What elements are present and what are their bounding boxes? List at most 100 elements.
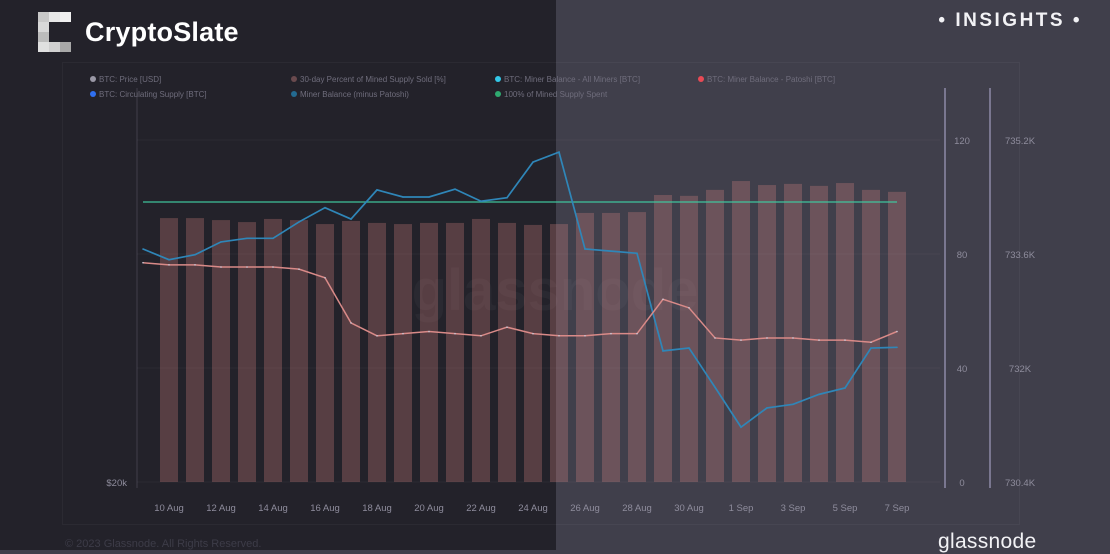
bar-percent-sold <box>732 181 750 483</box>
legend-dot-icon <box>90 91 96 97</box>
point-miner-balance <box>246 237 248 240</box>
bar-percent-sold <box>680 195 698 483</box>
line-miner-balance <box>142 150 898 429</box>
point-miner-balance <box>558 151 560 153</box>
balance-tick-label: 732K <box>1009 364 1032 375</box>
x-tick-label: 3 Sep <box>781 503 806 514</box>
point-price <box>532 332 534 335</box>
bar-percent-sold <box>420 222 438 482</box>
bar-percent-sold <box>758 185 776 482</box>
point-price <box>506 326 508 329</box>
percent-tick-label: 80 <box>957 250 968 261</box>
bar-percent-sold <box>706 189 724 482</box>
bar-percent-sold <box>472 218 490 482</box>
x-tick-label: 12 Aug <box>206 503 236 514</box>
point-price <box>220 266 222 268</box>
point-miner-balance <box>636 252 638 255</box>
point-price <box>350 322 352 324</box>
point-miner-balance <box>792 403 794 406</box>
brand-name: CryptoSlate <box>85 16 239 47</box>
point-miner-balance <box>740 426 742 428</box>
x-tick-label: 24 Aug <box>518 503 548 514</box>
point-miner-balance <box>688 347 690 349</box>
legend-dot-icon <box>90 76 96 82</box>
point-miner-balance <box>662 350 664 352</box>
bar-percent-sold <box>654 195 672 482</box>
bar-percent-sold <box>394 224 412 482</box>
point-price <box>428 330 430 333</box>
point-price <box>896 330 898 333</box>
point-miner-balance <box>272 237 274 240</box>
glassnode-logo: glassnode <box>938 530 1037 553</box>
legend-dot-icon <box>495 76 501 82</box>
percent-tick-label: 0 <box>959 478 964 489</box>
point-price <box>142 261 144 264</box>
point-price <box>324 276 326 279</box>
copyright: © 2023 Glassnode. All Rights Reserved. <box>65 538 262 550</box>
legend-label: BTC: Miner Balance - Patoshi [BTC] <box>707 75 835 84</box>
insights-badge: • INSIGHTS • <box>938 10 1082 31</box>
balance-tick-label: 733.6K <box>1005 250 1036 261</box>
point-miner-balance <box>506 196 508 199</box>
bar-percent-sold <box>862 189 880 482</box>
point-price <box>610 332 612 335</box>
line-price <box>142 261 898 344</box>
point-miner-balance <box>220 241 222 243</box>
point-miner-balance <box>766 407 768 409</box>
x-tick-label: 14 Aug <box>258 503 288 514</box>
x-tick-label: 5 Sep <box>833 503 858 514</box>
bar-percent-sold <box>836 183 854 482</box>
bar-percent-sold <box>524 224 542 482</box>
bar-percent-sold <box>810 185 828 482</box>
point-miner-balance <box>454 188 456 190</box>
point-miner-balance <box>714 386 716 389</box>
bar-percent-sold <box>238 222 256 482</box>
cryptoslate-logo-icon <box>38 12 71 52</box>
legend-label: 100% of Mined Supply Spent <box>504 90 608 99</box>
balance-tick-label: 735.2K <box>1005 136 1036 147</box>
point-price <box>584 335 586 337</box>
point-price <box>194 264 196 266</box>
bar-percent-sold <box>576 212 594 482</box>
point-miner-balance <box>610 250 612 252</box>
bar-percent-sold <box>368 222 386 482</box>
x-tick-label: 30 Aug <box>674 503 704 514</box>
point-price <box>454 332 456 335</box>
legend-dot-icon <box>291 76 297 82</box>
point-price <box>740 339 742 341</box>
point-miner-balance <box>168 258 170 261</box>
point-miner-balance <box>818 393 820 396</box>
x-tick-label: 7 Sep <box>885 503 910 514</box>
point-miner-balance <box>870 347 872 349</box>
percent-tick-label: 40 <box>957 364 968 375</box>
legend-label: 30-day Percent of Mined Supply Sold [%] <box>300 75 446 84</box>
x-tick-label: 26 Aug <box>570 503 600 514</box>
point-price <box>636 332 638 335</box>
point-miner-balance <box>298 221 300 223</box>
legend-dot-icon <box>495 91 501 97</box>
bar-percent-sold <box>290 220 308 482</box>
x-tick-label: 20 Aug <box>414 503 444 514</box>
x-tick-label: 1 Sep <box>729 503 754 514</box>
point-miner-balance <box>532 161 534 163</box>
point-price <box>298 268 300 270</box>
point-price <box>688 307 690 309</box>
point-price <box>480 335 482 337</box>
bar-percent-sold <box>602 212 620 482</box>
point-price <box>870 341 872 344</box>
point-miner-balance <box>194 253 196 256</box>
bar-percent-sold <box>160 218 178 482</box>
bar-percent-sold <box>264 218 282 482</box>
chart-panel <box>62 62 1020 525</box>
legend-dot-icon <box>291 91 297 97</box>
bar-percent-sold <box>212 220 230 482</box>
bar-percent-sold <box>498 222 516 482</box>
legend-label: Miner Balance (minus Patoshi) <box>300 90 409 99</box>
point-miner-balance <box>350 218 352 220</box>
legend-label: BTC: Circulating Supply [BTC] <box>99 90 207 99</box>
point-miner-balance <box>896 346 898 349</box>
balance-tick-label: 730.4K <box>1005 478 1036 489</box>
background-right <box>556 0 1110 550</box>
point-price <box>818 339 820 341</box>
